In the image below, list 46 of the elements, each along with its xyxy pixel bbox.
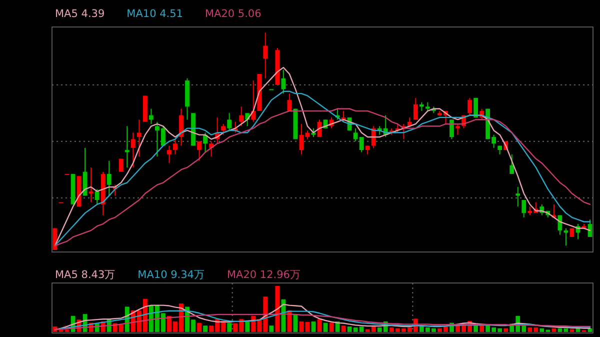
candlestick: [468, 97, 472, 116]
candlestick: [263, 32, 268, 79]
bar: [552, 328, 556, 332]
candlestick: [287, 93, 292, 112]
candlestick: [118, 158, 124, 172]
candlestick: [148, 108, 154, 124]
candlestick: [203, 132, 208, 153]
candlestick: [167, 145, 172, 164]
legend: MA5 4.39 MA10 4.51 MA20 5.06: [55, 8, 262, 20]
candlestick: [82, 147, 88, 196]
legend: MA5 8.43万 MA10 9.34万 MA20 12.96万: [55, 268, 301, 281]
candlestick: [227, 112, 232, 131]
candlestick: [94, 188, 100, 205]
candlestick: [281, 69, 286, 94]
candlestick: [197, 140, 202, 162]
candlestick: [516, 186, 520, 208]
bar: [269, 326, 274, 332]
bar: [558, 328, 562, 332]
candlestick: [510, 154, 514, 174]
candlestick: [413, 97, 418, 120]
candlestick: [173, 138, 178, 155]
candlestick: [450, 119, 454, 140]
candlestick: [88, 166, 94, 203]
candlestick: [456, 123, 460, 136]
candlestick: [106, 160, 112, 196]
bar: [311, 321, 316, 332]
bar: [480, 326, 484, 332]
candlestick: [558, 214, 562, 236]
candlestick: [130, 132, 136, 168]
candlestick: [522, 200, 526, 218]
bar: [197, 322, 202, 332]
candlestick: [179, 108, 184, 146]
bar: [305, 322, 310, 332]
bar: [203, 326, 208, 332]
candlestick: [299, 123, 304, 155]
bar: [245, 322, 250, 332]
bar: [504, 328, 508, 332]
bar: [299, 321, 304, 332]
bar: [570, 329, 574, 332]
bar: [275, 286, 280, 332]
bar: [341, 326, 346, 332]
candlestick: [221, 123, 226, 136]
candlestick: [239, 106, 244, 127]
candlestick: [124, 126, 130, 168]
bar: [227, 322, 232, 332]
candlestick: [136, 119, 142, 158]
